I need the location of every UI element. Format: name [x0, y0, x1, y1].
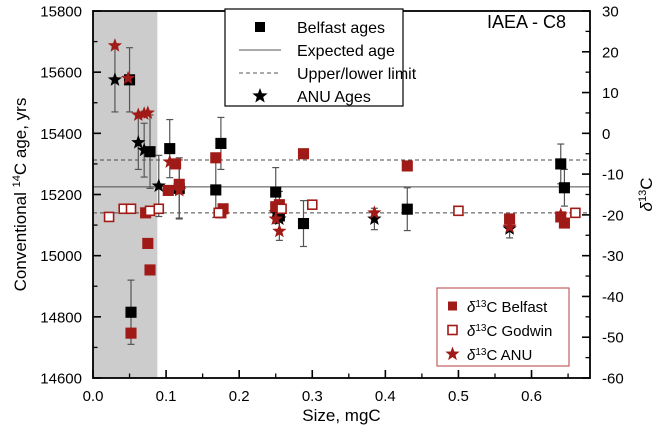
annotation-layer: IAEA - C8: [487, 12, 566, 32]
legend-label-d13c: δ13C ANU: [467, 347, 532, 365]
legend-label-ages: Belfast ages: [297, 20, 385, 37]
point-d13c-anu: [367, 205, 382, 219]
legend-label-ages: Expected age: [297, 43, 395, 60]
legend-label-ages: Upper/lower limit: [297, 66, 417, 83]
point-d13c-belfast: [142, 237, 154, 249]
point-belfast-ages: [125, 306, 137, 318]
point-anu-ages: [367, 211, 382, 226]
y-left-tick-label: 15600: [40, 65, 82, 82]
point-d13c-godwin: [125, 203, 137, 215]
point-d13c-anu: [107, 38, 123, 52]
point-belfast-ages: [297, 218, 310, 230]
x-tick-label: 0.5: [448, 388, 469, 405]
point-d13c-anu: [140, 105, 155, 120]
data-series: [103, 38, 581, 345]
y-right-tick-label: 20: [602, 44, 619, 61]
y-left-tick-label: 15400: [40, 126, 82, 143]
y-left-tick-label: 15000: [40, 248, 82, 265]
point-anu-ages: [107, 72, 123, 86]
y-right-tick-label: -10: [602, 167, 624, 184]
legend-d13c: δ13C Belfast δ13C Godwin δ13C ANU: [436, 287, 570, 367]
point-belfast-ages: [555, 158, 567, 170]
point-d13c-anu: [162, 154, 177, 168]
point-anu-ages: [137, 142, 152, 157]
x-tick-label: 0.2: [229, 388, 250, 405]
point-belfast-ages: [558, 182, 570, 194]
legend-ages: Belfast ages Expected age Upper/lower limi…: [224, 8, 417, 107]
y-right-tick-label: -40: [602, 289, 624, 306]
y-right-tick-label: -60: [602, 371, 624, 388]
point-belfast-ages: [210, 184, 222, 196]
y-left-tick-label: 14800: [40, 309, 82, 326]
point-d13c-belfast: [210, 152, 222, 164]
legend-ages-box: [224, 8, 404, 107]
point-d13c-anu: [172, 182, 187, 197]
y-right-tick-label: 30: [602, 4, 619, 21]
legend-label-ages: ANU Ages: [297, 89, 371, 106]
legend-d13c-box: [436, 287, 570, 367]
point-anu-ages: [131, 135, 146, 149]
x-tick-label: 0.6: [521, 388, 542, 405]
point-d13c-anu: [268, 211, 283, 226]
point-belfast-ages: [401, 203, 413, 215]
point-d13c-godwin: [153, 203, 165, 215]
y-right-tick-label: -20: [602, 207, 624, 224]
point-d13c-anu: [120, 70, 136, 85]
y-left-tick-label: 14600: [40, 371, 82, 388]
point-d13c-godwin: [103, 211, 115, 223]
axes: 0.0 0.1 0.2 0.3 0.4 0.5 0.6 14600 14800 15000 1520…: [40, 4, 623, 406]
point-belfast-ages: [270, 186, 282, 198]
axis-titles: Size, mgC Conventional 14C age, yrs δ13C: [11, 98, 656, 425]
legend-label-d13c: δ13C Belfast: [467, 299, 548, 317]
point-d13c-belfast: [162, 184, 174, 196]
point-d13c-anu: [131, 107, 146, 122]
point-d13c-anu: [553, 207, 568, 221]
point-d13c-godwin: [306, 199, 318, 210]
y-left-tick-label: 15800: [40, 4, 82, 21]
y-axis-left-title: Conventional 14C age, yrs: [11, 98, 30, 292]
y-right-tick-label: -30: [602, 248, 624, 265]
point-d13c-godwin: [453, 205, 464, 217]
x-tick-label: 0.3: [302, 388, 323, 405]
point-d13c-belfast: [125, 327, 137, 339]
point-belfast-ages: [164, 143, 176, 155]
legend-marker-belfast-ages: [255, 22, 265, 32]
legend-marker-d13c-belfast: [448, 301, 457, 311]
y-right-tick-label: -50: [602, 330, 624, 347]
point-anu-ages: [151, 178, 166, 192]
x-tick-label: 0.4: [375, 388, 396, 405]
point-d13c-anu: [502, 219, 517, 234]
y-axis-right-title: δ13C: [637, 178, 656, 212]
iaea-annotation: IAEA - C8: [487, 12, 566, 32]
y-right-tick-label: 10: [602, 85, 619, 102]
point-belfast-ages: [215, 137, 227, 149]
point-d13c-belfast: [144, 264, 156, 276]
point-d13c-anu: [272, 223, 287, 238]
legend-marker-d13c-godwin: [447, 324, 458, 336]
shaded-small-size-region: [93, 11, 158, 378]
shaded-band: [93, 11, 158, 378]
x-tick-label: 0.0: [83, 388, 104, 405]
point-d13c-belfast: [297, 148, 310, 160]
point-d13c-belfast: [401, 160, 413, 172]
y-right-tick-label: 0: [602, 126, 610, 143]
point-d13c-godwin: [144, 205, 156, 217]
point-d13c-godwin: [213, 207, 225, 219]
legend-marker-anu-ages: [252, 88, 268, 103]
y-left-tick-label: 15200: [40, 187, 82, 204]
x-tick-label: 0.1: [156, 388, 177, 405]
point-d13c-godwin: [570, 207, 581, 219]
legend-marker-d13c-anu: [445, 346, 460, 361]
x-axis-title: Size, mgC: [302, 406, 380, 425]
point-d13c-godwin: [276, 203, 287, 215]
legend-label-d13c: δ13C Godwin: [467, 323, 552, 341]
